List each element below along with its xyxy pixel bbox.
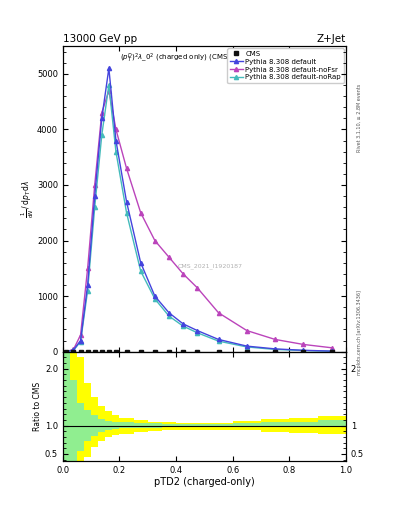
Pythia 8.308 default-noFsr	[107, 88, 111, 94]
Y-axis label: $\frac{1}{\mathrm{d}N}\,/\,\mathrm{d}p_T\,\mathrm{d}\lambda$: $\frac{1}{\mathrm{d}N}\,/\,\mathrm{d}p_T…	[19, 180, 35, 218]
CMS	[329, 349, 334, 355]
CMS	[124, 349, 129, 355]
Text: $(p_T^D)^2\lambda\_0^2$ (charged only) (CMS jet substructure): $(p_T^D)^2\lambda\_0^2$ (charged only) (…	[120, 52, 289, 66]
Text: 13000 GeV pp: 13000 GeV pp	[63, 34, 137, 44]
Line: Pythia 8.308 default: Pythia 8.308 default	[64, 66, 334, 354]
CMS	[244, 349, 249, 355]
Pythia 8.308 default-noFsr	[92, 182, 97, 188]
Pythia 8.308 default-noRap	[124, 210, 129, 216]
Pythia 8.308 default-noRap	[64, 349, 69, 355]
Pythia 8.308 default-noFsr	[78, 332, 83, 338]
CMS	[78, 349, 83, 355]
Pythia 8.308 default	[244, 343, 249, 349]
Pythia 8.308 default-noRap	[78, 338, 83, 345]
CMS	[92, 349, 97, 355]
Pythia 8.308 default	[152, 293, 157, 299]
Pythia 8.308 default-noRap	[114, 148, 118, 155]
Pythia 8.308 default-noRap	[329, 348, 334, 354]
Pythia 8.308 default	[301, 347, 306, 353]
CMS	[71, 349, 76, 355]
Pythia 8.308 default-noFsr	[114, 126, 118, 133]
Pythia 8.308 default-noRap	[99, 132, 104, 138]
Pythia 8.308 default	[181, 321, 185, 327]
Pythia 8.308 default-noRap	[244, 344, 249, 350]
Pythia 8.308 default-noRap	[301, 348, 306, 354]
Pythia 8.308 default-noFsr	[85, 265, 90, 271]
Pythia 8.308 default	[167, 310, 171, 316]
CMS	[195, 349, 200, 355]
Pythia 8.308 default-noFsr	[99, 110, 104, 116]
Pythia 8.308 default-noFsr	[216, 310, 221, 316]
Text: mcplots.cern.ch [arXiv:1306.3436]: mcplots.cern.ch [arXiv:1306.3436]	[357, 290, 362, 375]
Pythia 8.308 default-noFsr	[244, 328, 249, 334]
Pythia 8.308 default	[124, 199, 129, 205]
Pythia 8.308 default-noRap	[107, 82, 111, 88]
Legend: CMS, Pythia 8.308 default, Pythia 8.308 default-noFsr, Pythia 8.308 default-noRa: CMS, Pythia 8.308 default, Pythia 8.308 …	[227, 48, 344, 83]
Pythia 8.308 default-noRap	[273, 347, 277, 353]
CMS	[64, 349, 69, 355]
Pythia 8.308 default-noRap	[85, 287, 90, 293]
Pythia 8.308 default	[92, 193, 97, 199]
Pythia 8.308 default	[107, 65, 111, 71]
CMS	[114, 349, 118, 355]
Text: Z+Jet: Z+Jet	[317, 34, 346, 44]
Pythia 8.308 default-noFsr	[195, 285, 200, 291]
X-axis label: pTD2 (charged-only): pTD2 (charged-only)	[154, 477, 255, 487]
Pythia 8.308 default	[114, 137, 118, 143]
Pythia 8.308 default	[329, 348, 334, 354]
Pythia 8.308 default-noFsr	[152, 238, 157, 244]
Pythia 8.308 default	[195, 328, 200, 334]
CMS	[107, 349, 111, 355]
Pythia 8.308 default-noFsr	[124, 165, 129, 172]
Pythia 8.308 default-noFsr	[301, 342, 306, 348]
Pythia 8.308 default-noRap	[92, 204, 97, 210]
Pythia 8.308 default-noFsr	[64, 349, 69, 355]
Pythia 8.308 default-noRap	[181, 323, 185, 329]
CMS	[138, 349, 143, 355]
Pythia 8.308 default	[216, 336, 221, 343]
Text: Rivet 3.1.10, ≥ 2.8M events: Rivet 3.1.10, ≥ 2.8M events	[357, 83, 362, 152]
Pythia 8.308 default-noFsr	[273, 336, 277, 343]
Pythia 8.308 default-noRap	[216, 338, 221, 344]
CMS	[85, 349, 90, 355]
Pythia 8.308 default-noFsr	[167, 254, 171, 260]
Pythia 8.308 default-noRap	[152, 296, 157, 302]
Pythia 8.308 default-noFsr	[71, 347, 76, 353]
Pythia 8.308 default	[85, 282, 90, 288]
Pythia 8.308 default	[99, 115, 104, 121]
CMS	[216, 349, 221, 355]
Pythia 8.308 default	[273, 346, 277, 352]
Line: Pythia 8.308 default-noFsr: Pythia 8.308 default-noFsr	[64, 89, 334, 354]
Pythia 8.308 default-noFsr	[138, 210, 143, 216]
CMS	[181, 349, 185, 355]
Pythia 8.308 default	[64, 349, 69, 355]
Pythia 8.308 default-noRap	[167, 313, 171, 319]
Pythia 8.308 default-noRap	[71, 347, 76, 353]
Pythia 8.308 default	[78, 337, 83, 344]
Pythia 8.308 default-noRap	[195, 330, 200, 336]
Text: CMS_2021_I1920187: CMS_2021_I1920187	[178, 263, 242, 269]
CMS	[152, 349, 157, 355]
Pythia 8.308 default-noRap	[138, 268, 143, 274]
Y-axis label: Ratio to CMS: Ratio to CMS	[33, 381, 42, 431]
CMS	[167, 349, 171, 355]
Pythia 8.308 default	[71, 347, 76, 353]
Pythia 8.308 default-noFsr	[329, 345, 334, 351]
Pythia 8.308 default-noFsr	[181, 271, 185, 277]
CMS	[99, 349, 104, 355]
Line: Pythia 8.308 default-noRap: Pythia 8.308 default-noRap	[64, 83, 334, 354]
CMS	[301, 349, 306, 355]
CMS	[273, 349, 277, 355]
Line: CMS: CMS	[65, 350, 333, 353]
Pythia 8.308 default	[138, 260, 143, 266]
